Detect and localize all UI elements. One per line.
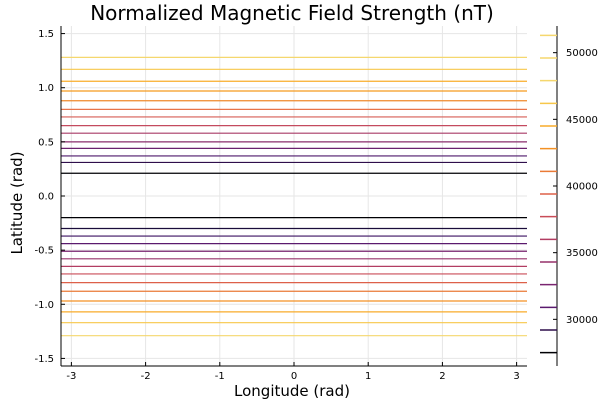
y-tick-label: -0.5 [34, 246, 54, 257]
x-axis-label: Longitude (rad) [234, 382, 350, 400]
grid-lines [61, 26, 527, 366]
x-tick-label: -2 [141, 371, 151, 382]
y-tick-label: -1.0 [34, 300, 54, 311]
y-tick-label: 1.5 [38, 29, 54, 40]
x-tick-labels: -3 -2 -1 0 1 2 3 [66, 371, 519, 382]
y-axis-label: Latitude (rad) [8, 151, 26, 254]
colorbar-tick-label: 50000 [566, 48, 598, 59]
colorbar-tick-label: 35000 [566, 248, 598, 259]
chart-title: Normalized Magnetic Field Strength (nT) [90, 1, 494, 25]
x-tick-label: -3 [66, 371, 76, 382]
contour-lines [61, 56, 527, 337]
x-tick-label: 2 [439, 371, 445, 382]
x-tick-label: 1 [365, 371, 371, 382]
colorbar-tick-label: 30000 [566, 315, 598, 326]
x-tick-label: -1 [215, 371, 225, 382]
y-tick-label: -1.5 [34, 354, 54, 365]
y-tick-labels: -1.5 -1.0 -0.5 0.0 0.5 1.0 1.5 [34, 29, 54, 365]
colorbar-tick-label: 40000 [566, 182, 598, 193]
y-tick-label: 1.0 [38, 83, 54, 94]
x-tick-label: 0 [291, 371, 297, 382]
colorbar: 30000 35000 40000 45000 50000 [540, 26, 598, 366]
x-tick-label: 3 [513, 371, 519, 382]
y-tick-label: 0.0 [38, 192, 54, 203]
y-tick-label: 0.5 [38, 137, 54, 148]
colorbar-tick-label: 45000 [566, 115, 598, 126]
axes [60, 26, 527, 367]
